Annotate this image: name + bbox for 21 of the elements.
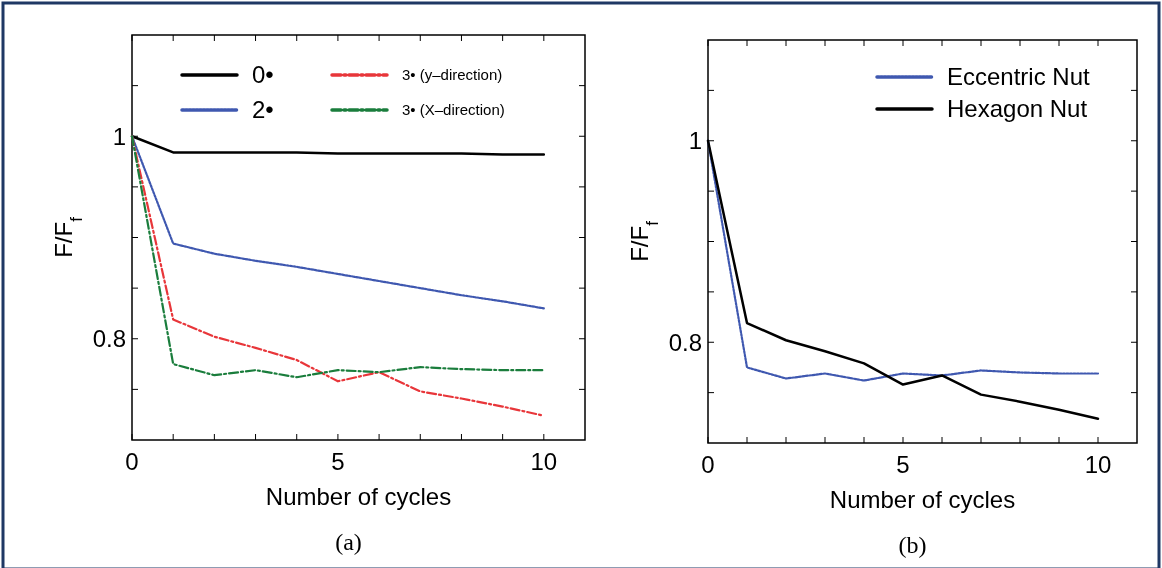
x-tick-label: 0 xyxy=(125,448,139,475)
x-tick-label: 10 xyxy=(530,448,558,475)
y-tick-label: 0.8 xyxy=(668,328,702,356)
legend-label: 3• (y–direction) xyxy=(402,66,503,84)
legend-label: 3• (X–direction) xyxy=(402,101,505,119)
legend-label: Eccentric Nut xyxy=(947,63,1091,91)
y-tick-label: 1 xyxy=(112,122,126,150)
x-tick-label: 5 xyxy=(331,448,345,475)
x-tick-label: 5 xyxy=(896,451,910,478)
x-tick-label: 10 xyxy=(1084,451,1112,478)
x-tick-label: 0 xyxy=(701,451,715,478)
legend-label: 2• xyxy=(252,96,274,124)
line-series xyxy=(130,135,545,310)
legend-label: 0• xyxy=(252,61,274,89)
text: (b) xyxy=(898,532,927,558)
x-axis-title: Number of cycles xyxy=(265,483,452,510)
y-tick-label: 1 xyxy=(688,127,702,155)
legend-label: Hexagon Nut xyxy=(947,95,1088,123)
text: (a) xyxy=(335,529,362,555)
y-tick-label: 0.8 xyxy=(92,325,126,353)
x-axis-title: Number of cycles xyxy=(829,486,1016,513)
